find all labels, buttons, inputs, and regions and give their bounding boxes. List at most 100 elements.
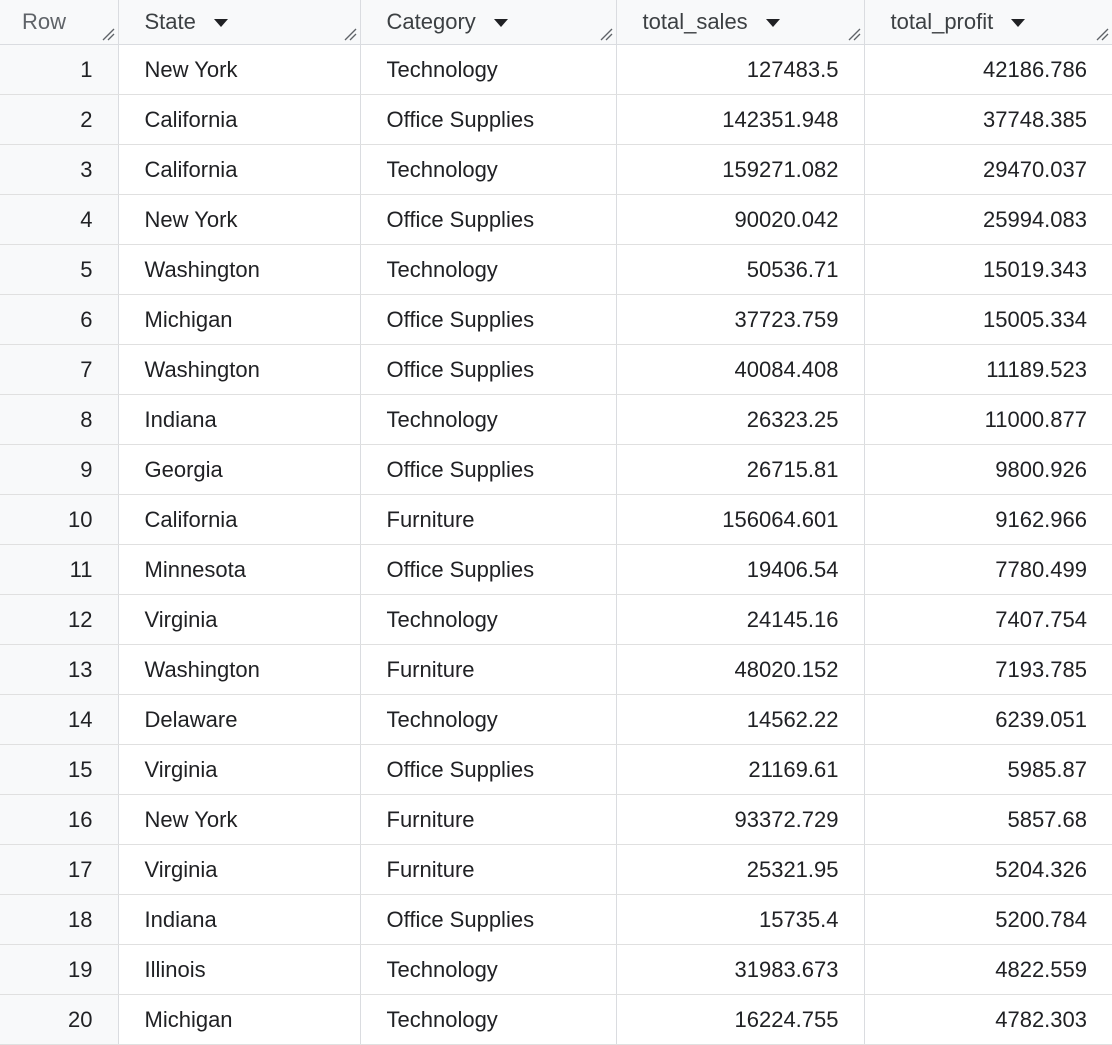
column-header-inner: total_sales bbox=[643, 0, 780, 44]
category-cell: Technology bbox=[360, 994, 617, 1045]
table-row[interactable]: 1 New York Technology 127483.5 42186.786 bbox=[0, 44, 1112, 95]
state-cell: Indiana bbox=[118, 394, 361, 445]
row-number-cell: 20 bbox=[0, 994, 119, 1045]
row-number-cell: 14 bbox=[0, 694, 119, 745]
table-row[interactable]: 5 Washington Technology 50536.71 15019.343 bbox=[0, 244, 1112, 295]
category-cell: Technology bbox=[360, 944, 617, 995]
total-profit-cell: 4782.303 bbox=[864, 994, 1112, 1045]
state-cell: Virginia bbox=[118, 594, 361, 645]
column-resize-handle-icon[interactable] bbox=[101, 27, 115, 41]
row-number-cell: 17 bbox=[0, 844, 119, 895]
category-cell: Furniture bbox=[360, 494, 617, 545]
table-row[interactable]: 15 Virginia Office Supplies 21169.61 5985.87 bbox=[0, 744, 1112, 795]
category-cell: Technology bbox=[360, 144, 617, 195]
table-row[interactable]: 12 Virginia Technology 24145.16 7407.754 bbox=[0, 594, 1112, 645]
total-sales-cell: 15735.4 bbox=[616, 894, 865, 945]
category-cell: Technology bbox=[360, 244, 617, 295]
table-row[interactable]: 9 Georgia Office Supplies 26715.81 9800.926 bbox=[0, 444, 1112, 495]
column-header-category[interactable]: Category bbox=[360, 0, 617, 45]
column-header-label: Row bbox=[22, 9, 67, 34]
row-number-cell: 5 bbox=[0, 244, 119, 295]
total-profit-cell: 11189.523 bbox=[864, 344, 1112, 395]
column-header-total-profit[interactable]: total_profit bbox=[864, 0, 1112, 45]
table-row[interactable]: 20 Michigan Technology 16224.755 4782.303 bbox=[0, 994, 1112, 1045]
row-number-cell: 1 bbox=[0, 44, 119, 95]
total-sales-cell: 48020.152 bbox=[616, 644, 865, 695]
column-header-state[interactable]: State bbox=[118, 0, 361, 45]
category-cell: Furniture bbox=[360, 794, 617, 845]
total-profit-cell: 29470.037 bbox=[864, 144, 1112, 195]
column-resize-handle-icon[interactable] bbox=[847, 27, 861, 41]
total-profit-cell: 7193.785 bbox=[864, 644, 1112, 695]
row-number-cell: 6 bbox=[0, 294, 119, 345]
table-row[interactable]: 13 Washington Furniture 48020.152 7193.785 bbox=[0, 644, 1112, 695]
table-row[interactable]: 18 Indiana Office Supplies 15735.4 5200.784 bbox=[0, 894, 1112, 945]
category-cell: Technology bbox=[360, 594, 617, 645]
caret-down-icon[interactable] bbox=[213, 19, 228, 27]
category-cell: Office Supplies bbox=[360, 544, 617, 595]
total-profit-cell: 5204.326 bbox=[864, 844, 1112, 895]
row-number-cell: 9 bbox=[0, 444, 119, 495]
column-header-row[interactable]: Row bbox=[0, 0, 119, 45]
total-profit-cell: 5857.68 bbox=[864, 794, 1112, 845]
column-header-inner: Category bbox=[387, 0, 508, 44]
state-cell: Washington bbox=[118, 644, 361, 695]
column-resize-handle-icon[interactable] bbox=[343, 27, 357, 41]
table-row[interactable]: 7 Washington Office Supplies 40084.408 11189… bbox=[0, 344, 1112, 395]
row-number-cell: 11 bbox=[0, 544, 119, 595]
caret-down-icon[interactable] bbox=[1011, 19, 1026, 27]
row-number-cell: 4 bbox=[0, 194, 119, 245]
total-sales-cell: 40084.408 bbox=[616, 344, 865, 395]
table-row[interactable]: 2 California Office Supplies 142351.948 3774… bbox=[0, 94, 1112, 145]
total-profit-cell: 5200.784 bbox=[864, 894, 1112, 945]
total-profit-cell: 5985.87 bbox=[864, 744, 1112, 795]
total-sales-cell: 142351.948 bbox=[616, 94, 865, 145]
table-row[interactable]: 10 California Furniture 156064.601 9162.966 bbox=[0, 494, 1112, 545]
total-sales-cell: 127483.5 bbox=[616, 44, 865, 95]
header-row: Row State Category total_sales total_profit bbox=[0, 0, 1112, 45]
row-number-cell: 8 bbox=[0, 394, 119, 445]
column-header-label: total_profit bbox=[890, 9, 994, 34]
state-cell: Georgia bbox=[118, 444, 361, 495]
total-sales-cell: 21169.61 bbox=[616, 744, 865, 795]
column-header-label: State bbox=[144, 9, 196, 34]
total-profit-cell: 11000.877 bbox=[864, 394, 1112, 445]
total-profit-cell: 7780.499 bbox=[864, 544, 1112, 595]
state-cell: New York bbox=[118, 194, 361, 245]
category-cell: Furniture bbox=[360, 844, 617, 895]
caret-down-icon[interactable] bbox=[765, 19, 780, 27]
row-number-cell: 16 bbox=[0, 794, 119, 845]
column-resize-handle-icon[interactable] bbox=[599, 27, 613, 41]
total-sales-cell: 156064.601 bbox=[616, 494, 865, 545]
table-row[interactable]: 6 Michigan Office Supplies 37723.759 15005.3… bbox=[0, 294, 1112, 345]
row-number-cell: 15 bbox=[0, 744, 119, 795]
total-sales-cell: 26323.25 bbox=[616, 394, 865, 445]
state-cell: Washington bbox=[118, 344, 361, 395]
total-profit-cell: 4822.559 bbox=[864, 944, 1112, 995]
column-header-total-sales[interactable]: total_sales bbox=[616, 0, 865, 45]
table-row[interactable]: 14 Delaware Technology 14562.22 6239.051 bbox=[0, 694, 1112, 745]
table-row[interactable]: 4 New York Office Supplies 90020.042 25994.0… bbox=[0, 194, 1112, 245]
column-resize-handle-icon[interactable] bbox=[1095, 27, 1109, 41]
table-row[interactable]: 16 New York Furniture 93372.729 5857.68 bbox=[0, 794, 1112, 845]
table-row[interactable]: 8 Indiana Technology 26323.25 11000.877 bbox=[0, 394, 1112, 445]
column-header-label: total_sales bbox=[642, 9, 748, 34]
category-cell: Technology bbox=[360, 44, 617, 95]
table-row[interactable]: 19 Illinois Technology 31983.673 4822.559 bbox=[0, 944, 1112, 995]
total-sales-cell: 26715.81 bbox=[616, 444, 865, 495]
category-cell: Office Supplies bbox=[360, 194, 617, 245]
row-number-cell: 10 bbox=[0, 494, 119, 545]
total-sales-cell: 19406.54 bbox=[616, 544, 865, 595]
total-profit-cell: 6239.051 bbox=[864, 694, 1112, 745]
total-profit-cell: 15005.334 bbox=[864, 294, 1112, 345]
table-row[interactable]: 3 California Technology 159271.082 29470.037 bbox=[0, 144, 1112, 195]
table-body: 1 New York Technology 127483.5 42186.786 2 Cal… bbox=[0, 44, 1112, 1045]
table-row[interactable]: 17 Virginia Furniture 25321.95 5204.326 bbox=[0, 844, 1112, 895]
caret-down-icon[interactable] bbox=[493, 19, 508, 27]
table-row[interactable]: 11 Minnesota Office Supplies 19406.54 7780.4… bbox=[0, 544, 1112, 595]
total-profit-cell: 7407.754 bbox=[864, 594, 1112, 645]
state-cell: Minnesota bbox=[118, 544, 361, 595]
total-profit-cell: 9800.926 bbox=[864, 444, 1112, 495]
total-profit-cell: 42186.786 bbox=[864, 44, 1112, 95]
total-sales-cell: 159271.082 bbox=[616, 144, 865, 195]
